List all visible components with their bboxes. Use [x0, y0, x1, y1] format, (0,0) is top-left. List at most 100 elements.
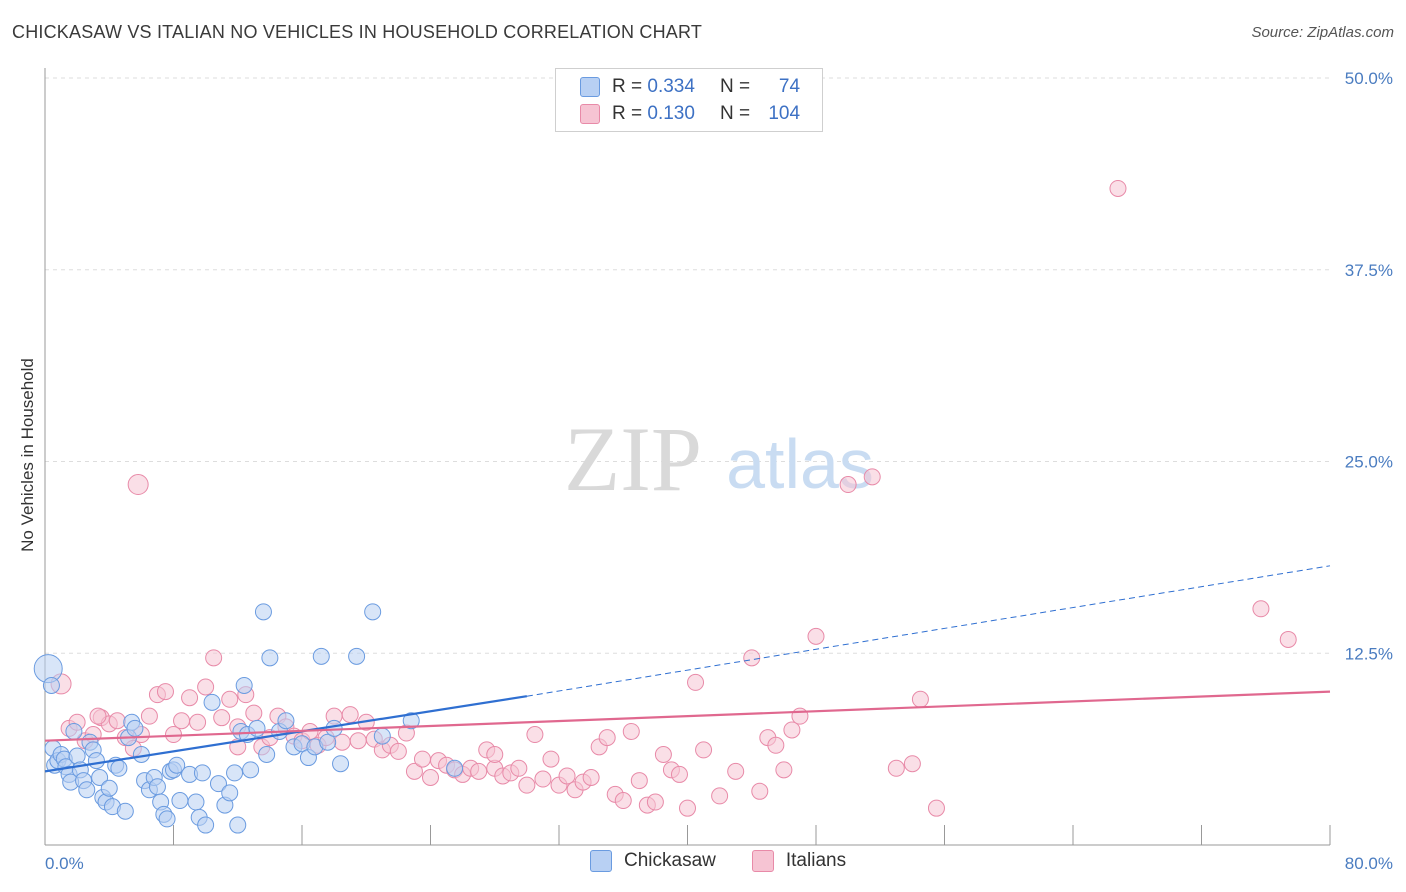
italians-point	[646, 793, 664, 811]
italians-point	[863, 468, 881, 486]
italians-point	[695, 741, 713, 759]
italians-point	[197, 678, 215, 696]
italians-point	[679, 799, 696, 817]
legend-n-value: 74	[778, 76, 801, 97]
italians-point	[911, 690, 929, 708]
chickasaw-point	[78, 781, 96, 799]
chickasaw-point	[148, 778, 166, 796]
chickasaw-point	[235, 676, 253, 694]
legend-label-italians: Italians	[785, 850, 847, 871]
chickasaw-point	[65, 722, 83, 740]
legend-label-chickasaw: Chickasaw	[624, 850, 716, 871]
italians-point	[767, 736, 785, 754]
chickasaw-point	[373, 727, 391, 745]
italians-point	[89, 707, 107, 725]
italians-point	[205, 649, 223, 667]
chickasaw-point	[254, 603, 272, 621]
italians-point	[927, 799, 945, 817]
italians-point	[751, 782, 769, 800]
italians-point	[1279, 630, 1297, 648]
chickasaw-point	[193, 764, 211, 782]
italians-point	[108, 712, 126, 730]
italians-point	[542, 750, 560, 768]
legend-n-label: N =	[719, 76, 751, 97]
source-credit: Source: ZipAtlas.com	[1251, 24, 1394, 41]
chickasaw-point	[197, 816, 215, 834]
italians-point	[173, 712, 191, 730]
legend-r-value: 0.334	[647, 76, 695, 97]
x-tick-label: 80.0%	[1345, 854, 1393, 873]
italians-point	[245, 704, 263, 722]
italians-point	[783, 721, 801, 739]
italians-point	[903, 755, 921, 773]
chickasaw-point	[248, 719, 266, 737]
chickasaw-point	[242, 761, 260, 779]
stats-legend: R = 0.334 N = 74 R = 0.130 N = 104	[555, 68, 823, 132]
legend-r-label: R =	[612, 103, 643, 124]
legend-n-value: 104	[768, 103, 801, 124]
chickasaw-point	[203, 693, 221, 711]
chickasaw-point	[126, 719, 144, 737]
italians-point	[614, 792, 632, 810]
italians-point	[422, 769, 439, 787]
chickasaw-point	[110, 759, 128, 777]
gridlines	[45, 77, 1330, 654]
chickasaw-point	[402, 712, 420, 730]
italians-point	[558, 767, 576, 785]
chickasaw-point	[277, 712, 295, 730]
chickasaw-point	[261, 649, 279, 667]
italians-point	[670, 765, 688, 783]
legend-item-italians: Italians	[751, 850, 847, 872]
chickasaw-trendline	[44, 695, 528, 773]
chickasaw-point	[171, 792, 189, 810]
legend-row-italians: R = 0.130 N = 104	[580, 102, 800, 126]
x-tick-label: 0.0%	[45, 854, 84, 873]
italians-point	[470, 762, 488, 780]
italians-point	[389, 742, 407, 760]
italians-point	[341, 706, 359, 724]
italians-point	[213, 709, 231, 727]
chickasaw-point	[319, 733, 337, 751]
italians-point	[622, 722, 640, 740]
italians-point	[807, 627, 825, 645]
chickasaw-point	[364, 603, 382, 621]
legend-r-label: R =	[612, 76, 643, 97]
chickasaw-point	[168, 756, 186, 774]
chickasaw-point	[42, 676, 60, 694]
italians-point	[333, 733, 351, 751]
watermark: ZIP atlas	[564, 408, 874, 510]
italians-point	[887, 759, 905, 777]
chickasaw-point	[68, 747, 86, 765]
italians-point	[486, 745, 504, 763]
italians-trendline	[44, 690, 1331, 742]
chickasaw-point	[187, 793, 205, 811]
chickasaw-point	[226, 764, 244, 782]
italians-point	[1252, 600, 1270, 618]
chickasaw-point	[116, 802, 134, 820]
chickasaw-point	[158, 810, 176, 828]
chickasaw-points	[33, 603, 464, 834]
italians-point	[221, 690, 239, 708]
italians-point	[140, 707, 158, 725]
chickasaw-point	[229, 816, 247, 834]
chickasaw-trendline-extension	[526, 565, 1331, 697]
italians-point	[839, 476, 857, 494]
italians-point	[349, 732, 367, 750]
legend-row-chickasaw: R = 0.334 N = 74	[580, 75, 800, 99]
italians-point	[654, 745, 672, 763]
italians-point	[510, 759, 528, 777]
chickasaw-point	[312, 647, 330, 665]
watermark-zip: ZIP	[564, 408, 702, 510]
italians-point	[413, 750, 431, 768]
italians-point	[630, 772, 648, 790]
legend-swatch-italians	[580, 104, 600, 124]
y-tick-label: 50.0%	[1345, 69, 1393, 88]
italians-point	[743, 649, 761, 667]
y-tick-label: 37.5%	[1345, 261, 1393, 280]
legend-n-label: N =	[719, 103, 751, 124]
chickasaw-point	[100, 779, 118, 797]
chickasaw-point	[209, 775, 227, 793]
italians-points	[50, 179, 1297, 817]
y-tick-label: 25.0%	[1345, 453, 1393, 472]
swatch-chickasaw	[590, 850, 612, 872]
